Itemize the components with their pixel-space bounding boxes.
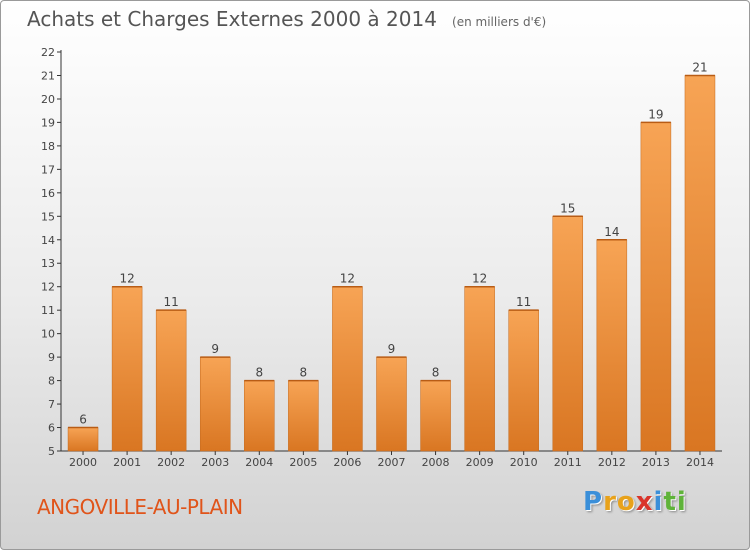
chart-title: Achats et Charges Externes 2000 à 2014 <box>27 7 437 31</box>
data-label: 6 <box>79 413 87 427</box>
logo-letter: r <box>603 487 617 517</box>
title-row: Achats et Charges Externes 2000 à 2014 (… <box>27 7 546 31</box>
logo-letter: t <box>663 487 677 517</box>
data-label: 8 <box>432 366 440 380</box>
bar <box>199 356 231 452</box>
commune-name: ANGOVILLE-AU-PLAIN <box>37 495 243 519</box>
x-tick-label: 2006 <box>333 456 361 469</box>
bar <box>464 286 495 452</box>
data-label: 12 <box>340 272 355 286</box>
x-tick-label: 2005 <box>289 456 317 469</box>
proxiti-logo: Proxiti <box>583 487 687 517</box>
bar <box>67 427 99 452</box>
x-tick-label: 2003 <box>201 456 229 469</box>
x-tick-label: 2012 <box>598 456 626 469</box>
y-tick-label: 20 <box>41 93 55 106</box>
x-tick-label: 2004 <box>245 456 273 469</box>
x-tick-label: 2007 <box>378 456 406 469</box>
logo-letter: P <box>583 487 604 517</box>
data-label: 11 <box>516 295 531 309</box>
data-label: 12 <box>472 272 487 286</box>
data-label: 8 <box>300 366 308 380</box>
data-label: 21 <box>692 60 707 74</box>
bar <box>111 286 143 452</box>
logo-letter: i <box>676 487 687 517</box>
bar <box>376 356 407 452</box>
logo-letter: x <box>635 487 654 517</box>
x-tick-label: 2002 <box>157 456 185 469</box>
y-tick-label: 19 <box>41 116 55 129</box>
bar <box>684 75 716 452</box>
chart-subtitle: (en milliers d'€) <box>452 15 547 29</box>
bar <box>640 122 672 452</box>
y-tick-label: 15 <box>41 210 55 223</box>
data-label: 15 <box>560 201 575 215</box>
y-tick-label: 14 <box>41 234 55 247</box>
y-tick-label: 10 <box>41 328 55 341</box>
y-tick-label: 13 <box>41 257 55 270</box>
x-tick-label: 2008 <box>422 456 450 469</box>
bar <box>596 239 628 452</box>
x-tick-label: 2013 <box>642 456 670 469</box>
y-tick-label: 17 <box>41 163 55 176</box>
x-tick-label: 2011 <box>554 456 582 469</box>
data-label: 19 <box>648 107 663 121</box>
x-tick-label: 2009 <box>466 456 494 469</box>
y-tick-label: 8 <box>48 375 55 388</box>
y-tick-label: 22 <box>41 46 55 59</box>
x-tick-label: 2000 <box>69 456 97 469</box>
y-tick-label: 16 <box>41 187 55 200</box>
data-label: 14 <box>604 225 619 239</box>
bar <box>244 380 275 452</box>
data-label: 9 <box>388 342 396 356</box>
logo-letter: o <box>616 487 636 517</box>
x-tick-label: 2001 <box>113 456 141 469</box>
y-tick-label: 9 <box>48 351 55 364</box>
x-tick-label: 2014 <box>686 456 714 469</box>
y-tick-label: 5 <box>48 445 55 458</box>
y-tick-label: 6 <box>48 422 55 435</box>
logo-letter: i <box>653 487 664 517</box>
data-label: 8 <box>255 366 263 380</box>
bar <box>420 380 451 452</box>
bar <box>288 380 319 452</box>
y-tick-label: 21 <box>41 69 55 82</box>
y-tick-label: 11 <box>41 304 55 317</box>
data-label: 9 <box>211 342 219 356</box>
data-label: 11 <box>164 295 179 309</box>
bar <box>155 309 187 452</box>
y-tick-label: 18 <box>41 140 55 153</box>
x-tick-label: 2010 <box>510 456 538 469</box>
data-label: 12 <box>119 272 134 286</box>
bar <box>508 309 539 452</box>
bar <box>332 286 363 452</box>
y-tick-label: 7 <box>48 398 55 411</box>
bar <box>552 216 584 452</box>
y-tick-label: 12 <box>41 281 55 294</box>
